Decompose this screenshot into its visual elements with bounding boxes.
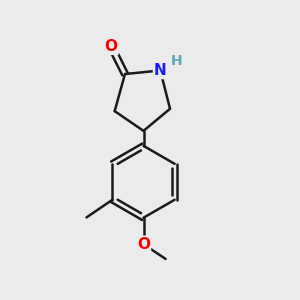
Text: O: O [137, 237, 150, 252]
Text: N: N [154, 63, 167, 78]
Text: O: O [105, 39, 118, 54]
Text: H: H [171, 54, 182, 68]
